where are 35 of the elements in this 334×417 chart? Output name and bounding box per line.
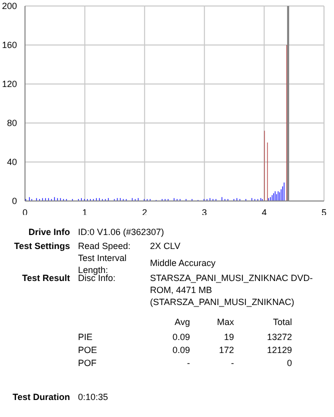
x-tick-label: 1 [82,207,88,218]
text: ID:0 V1.06 (#362307) [78,226,166,238]
y-tick-label: 120 [2,79,17,90]
text: Total [272,316,292,328]
text: Test Interval Length: [78,252,128,275]
text: Test Settings [13,240,70,252]
y-tick-label: 160 [2,40,17,50]
text: POE [78,344,98,356]
text: Middle Accuracy [150,257,217,269]
text: - [230,357,234,369]
text: Test Result [21,272,70,284]
text: 0:10:35 [78,391,110,403]
text: 172 [218,344,234,356]
text: Test Duration [12,391,70,403]
text: 0.09 [171,344,190,356]
text: Avg [174,316,190,328]
text: 0 [286,357,292,369]
text: 2X CLV [150,240,182,252]
text: 0.09 [171,331,190,343]
text: 13272 [266,331,292,343]
y-tick-label: 80 [6,118,17,128]
text: 19 [222,331,234,343]
text: Drive Info [27,226,70,238]
x-tick-label: 2 [142,207,148,218]
text: Read Speed: [78,240,132,252]
x-tick-label: 4 [262,207,267,218]
y-tick-label: 0 [12,196,17,206]
text: Max [216,316,234,328]
text: 12129 [266,344,292,356]
text: - [186,357,190,369]
y-tick-label: 40 [6,157,17,168]
text: PIE [78,331,94,343]
text: STARSZA_PANI_MUSI_ZNIKNAC DVD-ROM, 4471 MB (STARSZA_PANI_MUSI_ZNIKNAC) [150,272,314,308]
y-tick-label: 200 [2,1,17,12]
text: POF [78,357,98,369]
